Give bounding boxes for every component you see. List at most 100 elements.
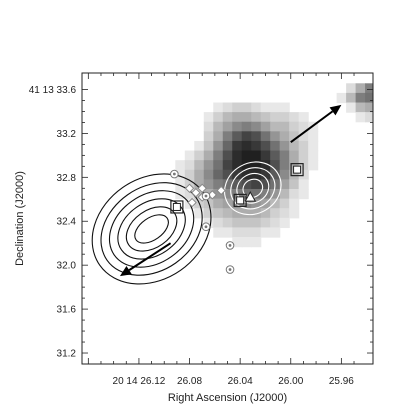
image-pixel — [194, 208, 205, 219]
image-pixel — [355, 83, 366, 94]
image-pixel — [355, 92, 366, 104]
image-pixel — [289, 188, 300, 200]
image-pixel — [251, 227, 262, 238]
image-pixel — [184, 160, 195, 171]
image-pixel — [260, 131, 271, 142]
y-tick-labels: 41 13 33.6 33.2 32.8 32.4 32.0 31.6 31.2 — [29, 85, 77, 360]
image-pixel — [289, 131, 300, 142]
image-pixel — [279, 179, 290, 190]
image-pixel — [270, 217, 281, 229]
image-pixel — [222, 102, 233, 113]
white-contour — [224, 161, 282, 216]
image-pixel — [289, 160, 300, 171]
image-pixel — [279, 169, 290, 180]
image-pixel — [346, 102, 357, 113]
image-pixel — [194, 140, 205, 152]
y-tick-label: 41 13 33.6 — [29, 85, 77, 96]
image-pixel — [298, 112, 309, 123]
diamond-marker — [216, 185, 226, 196]
image-pixel — [203, 208, 214, 219]
image-pixel — [270, 121, 281, 132]
image-pixel — [251, 179, 262, 190]
image-pixel — [203, 150, 214, 161]
image-pixel — [270, 131, 281, 142]
image-pixel — [213, 140, 224, 152]
image-pixel — [251, 140, 262, 152]
image-pixel — [298, 160, 309, 171]
image-pixel — [203, 160, 214, 171]
image-pixel — [270, 140, 281, 152]
image-pixel — [175, 169, 186, 180]
image-pixel — [241, 121, 252, 132]
image-pixel — [260, 188, 271, 200]
image-pixel — [213, 217, 224, 229]
image-pixel — [203, 179, 214, 190]
image-pixel — [298, 131, 309, 142]
image-pixel — [213, 198, 224, 209]
circle-marker-dot — [172, 172, 176, 176]
diamond-marker — [184, 183, 195, 194]
black-contour — [134, 214, 169, 244]
image-pixel — [194, 179, 205, 190]
image-pixel — [222, 140, 233, 152]
y-tick-label: 31.2 — [57, 349, 77, 360]
image-pixel — [213, 131, 224, 142]
image-pixel — [194, 188, 205, 200]
image-pixel — [184, 188, 195, 200]
image-pixel — [232, 140, 243, 152]
image-pixel — [270, 188, 281, 200]
image-pixel — [203, 217, 214, 229]
image-pixel — [260, 217, 271, 229]
diamond-marker — [191, 187, 201, 198]
image-pixel — [194, 169, 205, 180]
image-pixel — [251, 237, 262, 248]
image-pixel — [260, 169, 271, 180]
image-pixel — [213, 160, 224, 171]
image-pixel — [222, 121, 233, 132]
image-pixel — [203, 140, 214, 152]
diamond-marker — [197, 183, 207, 194]
image-pixel — [232, 227, 243, 238]
square-marker-inner — [236, 196, 245, 205]
image-pixel — [279, 102, 290, 113]
image-pixel — [213, 112, 224, 123]
image-pixel — [175, 179, 186, 190]
image-pixel — [213, 188, 224, 200]
image-pixel — [222, 112, 233, 123]
image-pixel — [270, 198, 281, 209]
image-pixel — [241, 208, 252, 219]
image-pixel — [279, 217, 290, 229]
image-pixel — [184, 169, 195, 180]
arrow-head — [119, 265, 132, 277]
y-tick-label: 32.4 — [57, 217, 77, 228]
image-pixel — [308, 160, 319, 171]
image-pixel — [260, 208, 271, 219]
arrow-head — [329, 104, 342, 116]
circle-marker-dot — [204, 225, 208, 229]
image-pixel — [308, 150, 319, 161]
image-pixel — [241, 150, 252, 161]
image-pixel — [241, 237, 252, 248]
image-pixel — [251, 150, 262, 161]
y-tick-label: 32.8 — [57, 173, 77, 184]
image-pixel — [355, 112, 366, 123]
image-pixel — [260, 150, 271, 161]
image-pixel — [232, 150, 243, 161]
image-pixel — [213, 121, 224, 132]
image-pixel — [241, 131, 252, 142]
image-pixel — [232, 112, 243, 123]
image-pixel — [232, 217, 243, 229]
image-pixel — [232, 160, 243, 171]
image-pixel — [241, 198, 252, 209]
image-pixel — [298, 121, 309, 132]
image-pixel — [251, 131, 262, 142]
image-pixel — [298, 150, 309, 161]
diamond-marker — [207, 190, 218, 200]
image-pixel — [365, 112, 373, 123]
image-pixel — [270, 208, 281, 219]
image-pixel — [222, 169, 233, 180]
image-pixel — [355, 102, 366, 113]
image-pixel — [241, 140, 252, 152]
image-pixel — [241, 179, 252, 190]
